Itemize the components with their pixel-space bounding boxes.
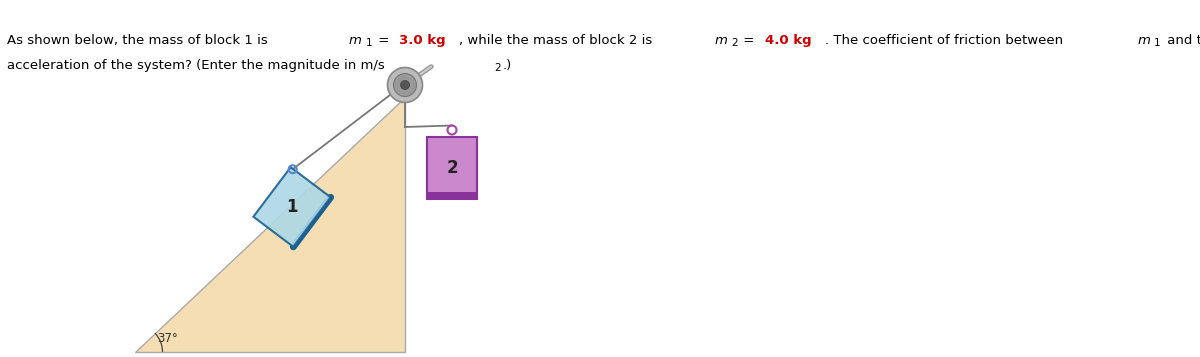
Text: m: m [714, 34, 727, 47]
Text: .): .) [503, 59, 512, 72]
Text: 4.0 kg: 4.0 kg [764, 34, 811, 47]
Circle shape [388, 67, 422, 102]
Text: 1: 1 [287, 198, 298, 216]
Text: 1: 1 [366, 38, 372, 48]
Text: 2: 2 [731, 38, 738, 48]
Text: . The coefficient of friction between: . The coefficient of friction between [824, 34, 1067, 47]
Text: 3.0 kg: 3.0 kg [400, 34, 446, 47]
Text: As shown below, the mass of block 1 is: As shown below, the mass of block 1 is [7, 34, 272, 47]
Text: and the inclined surface is: and the inclined surface is [1163, 34, 1200, 47]
Text: 2: 2 [494, 63, 502, 73]
Polygon shape [134, 97, 406, 352]
Text: 1: 1 [1154, 38, 1160, 48]
Bar [427, 137, 476, 199]
Text: 2: 2 [446, 159, 458, 177]
Bar [427, 192, 476, 199]
Text: m: m [1138, 34, 1151, 47]
Text: 37°: 37° [157, 332, 178, 345]
Text: , while the mass of block 2 is: , while the mass of block 2 is [460, 34, 656, 47]
Circle shape [401, 80, 409, 90]
Text: m: m [349, 34, 362, 47]
Circle shape [394, 74, 416, 96]
Text: acceleration of the system? (Enter the magnitude in m/s: acceleration of the system? (Enter the m… [7, 59, 385, 72]
Polygon shape [253, 167, 331, 247]
Text: =: = [374, 34, 394, 47]
Text: =: = [739, 34, 758, 47]
